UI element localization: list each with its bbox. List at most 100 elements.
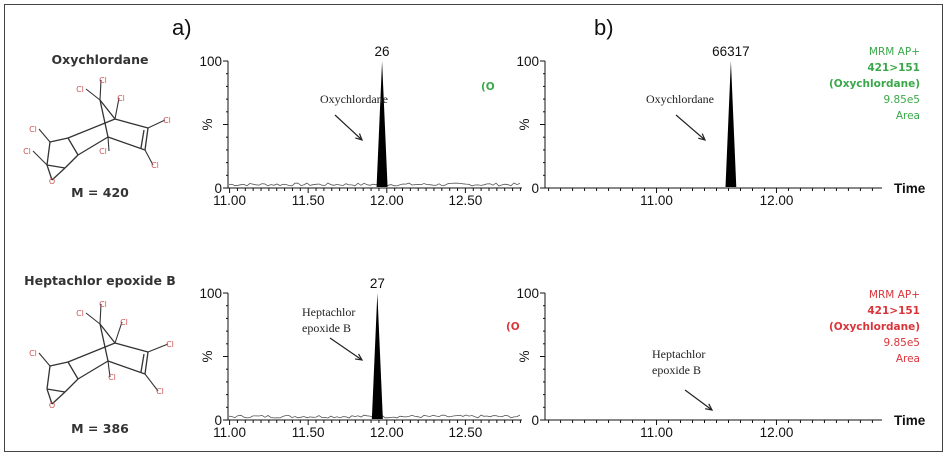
atom-label-cl: Cl: [76, 309, 84, 318]
bond: [49, 361, 69, 367]
bond: [46, 141, 51, 166]
bond: [114, 118, 149, 129]
bond: [99, 323, 109, 362]
bond: [67, 342, 116, 363]
bond: [107, 136, 146, 151]
atom-label-o: O: [49, 177, 55, 186]
bond: [107, 360, 146, 375]
y-tick-label: 0: [531, 413, 539, 428]
channel-info-line: (Oxychlordane): [829, 78, 920, 90]
bond: [99, 99, 116, 120]
arrow-icon: [329, 337, 363, 361]
structures: Cl Cl Cl Cl Cl Cl Cl Cl O Cl Cl Cl Cl Cl Cl Cl O: [23, 76, 174, 410]
x-tick-label: 12.00: [370, 425, 404, 440]
bond: [77, 136, 109, 156]
y-tick-label: 0: [214, 181, 222, 196]
arrow-head-icon: [354, 353, 364, 361]
channel-info-line: MRM AP+: [869, 46, 920, 58]
channel-info-line: 421>151: [867, 305, 920, 317]
peak-annotation: Heptachlor: [652, 347, 705, 361]
peak-label: 27: [370, 276, 385, 291]
figure-border: [4, 4, 943, 452]
y-axis-label: %: [517, 118, 532, 130]
bond: [85, 312, 101, 325]
peak-annotation: Oxychlordane: [646, 92, 714, 106]
y-axis-label: %: [200, 118, 215, 130]
y-tick-label: 100: [516, 54, 539, 69]
chromatogram-a1: 100 0% 11.00 11.50 12.00 12.50 26 Oxychlordane (…: [199, 44, 522, 208]
clipped-channel-label: (O: [506, 321, 520, 333]
bond: [107, 360, 111, 378]
bond: [64, 378, 79, 393]
baseline-trace: [228, 182, 521, 187]
bond: [144, 127, 149, 151]
bond: [46, 365, 51, 390]
bond: [147, 343, 169, 353]
peak-label: 26: [375, 44, 390, 59]
x-tick-label: 12.50: [449, 193, 483, 208]
channel-info-line: Area: [896, 110, 920, 122]
bond: [99, 79, 102, 101]
x-tick-label: 11.50: [292, 425, 325, 440]
peak-annotation: Oxychlordane: [320, 92, 388, 106]
bond: [144, 351, 149, 375]
bond: [144, 373, 159, 392]
channel-info-line: 9.85e5: [883, 94, 920, 106]
chromatogram-b1: 100 0% 11.00 12.00 Time 66317 Oxychlordane MRM …: [516, 44, 925, 208]
bond: [147, 119, 166, 129]
bond: [67, 361, 79, 380]
bond: [51, 167, 66, 181]
channel-info-line: 421>151: [867, 62, 920, 74]
bond: [114, 321, 123, 344]
atom-label-cl: Cl: [29, 125, 37, 134]
channel-info-line: (Oxychlordane): [829, 321, 920, 333]
peak: [371, 293, 383, 419]
x-tick-label: 12.00: [760, 193, 794, 208]
arrow-head-icon: [705, 403, 714, 411]
arrow-head-icon: [698, 133, 707, 141]
bond: [67, 137, 79, 156]
atom-label-cl: Cl: [76, 85, 84, 94]
arrow-icon: [684, 389, 713, 411]
channel-info-line: 9.85e5: [883, 337, 920, 349]
bond: [99, 303, 102, 325]
bond: [85, 88, 101, 101]
peak: [725, 61, 737, 187]
chromatogram-b2: 100 0% 11.00 12.00 Time Heptachlor epoxide B MR…: [516, 286, 925, 440]
atom-label-cl: Cl: [23, 147, 31, 156]
bond: [77, 360, 109, 380]
peak-annotation: epoxide B: [302, 321, 351, 335]
panel-label-b: b): [594, 15, 614, 40]
x-tick-label: 11.00: [640, 425, 673, 440]
bond: [38, 352, 51, 367]
x-tick-label: 12.00: [760, 425, 794, 440]
peak: [376, 61, 388, 187]
atom-label-cl: Cl: [156, 387, 164, 396]
peak-annotation: epoxide B: [652, 363, 701, 377]
bond: [32, 150, 48, 166]
x-tick-label: 11.50: [292, 193, 325, 208]
clipped-channel-label: (O: [481, 81, 495, 93]
bond: [67, 118, 116, 139]
bond: [114, 342, 149, 353]
atom-label-cl: Cl: [108, 373, 116, 382]
bond: [49, 137, 69, 143]
arrow-icon: [334, 114, 363, 141]
bond: [46, 388, 53, 405]
atom-label-cl: Cl: [166, 340, 174, 349]
arrow-icon: [675, 114, 706, 141]
x-tick-label: 11.00: [640, 193, 673, 208]
structure-1: Cl Cl Cl Cl Cl Cl Cl Cl O: [23, 76, 171, 186]
x-tick-label: 12.50: [449, 425, 483, 440]
compound-name-2: Heptachlor epoxide B: [24, 273, 176, 288]
structure-2: Cl Cl Cl Cl Cl Cl Cl O: [29, 300, 174, 410]
panel-label-a: a): [172, 15, 192, 40]
chromatogram-a2: 100 0% 11.00 11.50 12.00 12.50 27 Heptachlor epo…: [199, 276, 522, 440]
bond: [46, 388, 66, 393]
y-tick-label: 0: [531, 181, 539, 196]
x-tick-label: 11.00: [213, 193, 246, 208]
atom-label-o: O: [49, 401, 55, 410]
compound-name-1: Oxychlordane: [52, 52, 149, 67]
bond: [64, 154, 79, 169]
y-tick-label: 100: [199, 54, 222, 69]
